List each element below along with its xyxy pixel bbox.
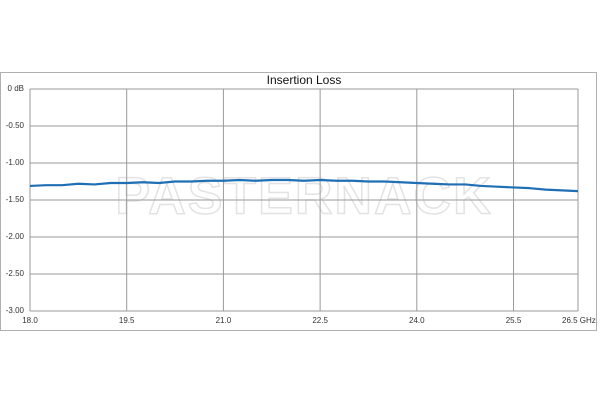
y-tick-label: -1.50 xyxy=(6,195,25,204)
y-tick-label: -0.50 xyxy=(6,121,25,130)
x-tick-label: 21.0 xyxy=(216,316,232,325)
x-tick-label: 19.5 xyxy=(119,316,135,325)
x-tick-label: 22.5 xyxy=(312,316,328,325)
chart-frame xyxy=(0,72,597,331)
y-tick-label: -2.50 xyxy=(6,269,25,278)
x-tick-label: 24.0 xyxy=(409,316,425,325)
x-tick-label: 25.5 xyxy=(506,316,522,325)
data-line xyxy=(29,178,579,193)
chart-title: Insertion Loss xyxy=(267,73,342,87)
y-tick-label: -3.00 xyxy=(6,306,25,315)
watermark: PASTERNACK xyxy=(115,168,492,226)
y-tick-label: -1.00 xyxy=(6,158,25,167)
y-tick-label: -2.00 xyxy=(6,232,25,241)
x-tick-label: 26.5 GHz xyxy=(562,316,596,325)
x-tick-label: 18.0 xyxy=(22,316,38,325)
y-tick-label: 0 dB xyxy=(8,84,24,93)
